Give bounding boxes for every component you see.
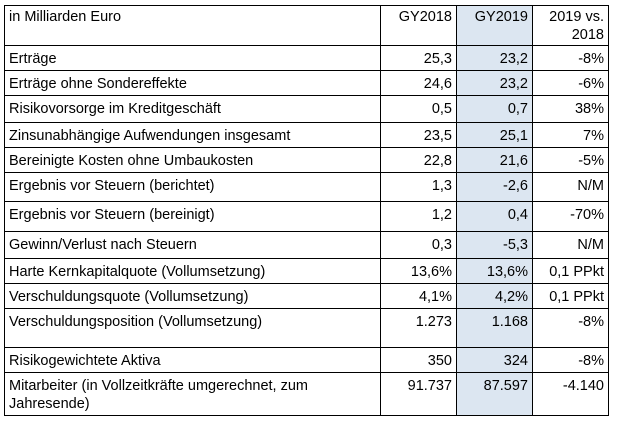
table-row: Erträge ohne Sondereffekte 24,6 23,2 -6% <box>4 70 609 96</box>
row-label: Verschuldungsquote (Vollumsetzung) <box>4 283 381 309</box>
header-gy2018: GY2018 <box>380 5 457 46</box>
row-label: Erträge <box>4 45 381 71</box>
value-2018: 1,3 <box>380 172 457 202</box>
table-row: Mitarbeiter (in Vollzeitkräfte umgerechn… <box>4 372 609 416</box>
value-2019: 87.597 <box>456 372 533 416</box>
value-2018: 23,5 <box>380 122 457 148</box>
value-2019: 13,6% <box>456 258 533 284</box>
header-label: in Milliarden Euro <box>4 5 381 46</box>
table-row: Verschuldungsquote (Vollumsetzung) 4,1% … <box>4 283 609 309</box>
row-label: Mitarbeiter (in Vollzeitkräfte umgerechn… <box>4 372 381 416</box>
row-label: Risikogewichtete Aktiva <box>4 347 381 373</box>
financial-summary-table: in Milliarden Euro GY2018 GY2019 2019 vs… <box>4 5 609 416</box>
header-row: in Milliarden Euro GY2018 GY2019 2019 vs… <box>4 5 609 46</box>
row-label: Ergebnis vor Steuern (berichtet) <box>4 172 381 202</box>
row-label: Zinsunabhängige Aufwendungen insgesamt <box>4 122 381 148</box>
value-2018: 24,6 <box>380 70 457 96</box>
value-2018: 1,2 <box>380 201 457 232</box>
value-change: 0,1 PPkt <box>532 258 609 284</box>
table-row: Bereinigte Kosten ohne Umbaukosten 22,8 … <box>4 147 609 173</box>
financial-table-wrapper: in Milliarden Euro GY2018 GY2019 2019 vs… <box>4 5 609 416</box>
value-change: 38% <box>532 95 609 123</box>
table-row: Erträge 25,3 23,2 -8% <box>4 45 609 71</box>
value-2018: 350 <box>380 347 457 373</box>
value-2019: 4,2% <box>456 283 533 309</box>
row-label: Ergebnis vor Steuern (bereinigt) <box>4 201 381 232</box>
value-2018: 0,5 <box>380 95 457 123</box>
row-label: Harte Kernkapitalquote (Vollumsetzung) <box>4 258 381 284</box>
value-change: 7% <box>532 122 609 148</box>
value-change: -8% <box>532 347 609 373</box>
row-label: Bereinigte Kosten ohne Umbaukosten <box>4 147 381 173</box>
value-2019: 25,1 <box>456 122 533 148</box>
value-2018: 91.737 <box>380 372 457 416</box>
value-change: N/M <box>532 231 609 259</box>
table-row: Risikogewichtete Aktiva 350 324 -8% <box>4 347 609 373</box>
table-row: Risikovorsorge im Kreditgeschäft 0,5 0,7… <box>4 95 609 123</box>
header-change: 2019 vs. 2018 <box>532 5 609 46</box>
row-label: Gewinn/Verlust nach Steuern <box>4 231 381 259</box>
value-change: -8% <box>532 45 609 71</box>
value-2019: 1.168 <box>456 308 533 348</box>
table-row: Zinsunabhängige Aufwendungen insgesamt 2… <box>4 122 609 148</box>
value-2018: 25,3 <box>380 45 457 71</box>
row-label: Verschuldungsposition (Vollumsetzung) <box>4 308 381 348</box>
value-2019: -2,6 <box>456 172 533 202</box>
value-change: N/M <box>532 172 609 202</box>
row-label: Risikovorsorge im Kreditgeschäft <box>4 95 381 123</box>
value-2019: 23,2 <box>456 70 533 96</box>
value-2018: 22,8 <box>380 147 457 173</box>
value-change: -4.140 <box>532 372 609 416</box>
table-row: Verschuldungsposition (Vollumsetzung) 1.… <box>4 308 609 348</box>
value-change: -8% <box>532 308 609 348</box>
value-change: -6% <box>532 70 609 96</box>
value-2019: 324 <box>456 347 533 373</box>
table-row: Ergebnis vor Steuern (bereinigt) 1,2 0,4… <box>4 201 609 232</box>
header-gy2019: GY2019 <box>456 5 533 46</box>
table-row: Harte Kernkapitalquote (Vollumsetzung) 1… <box>4 258 609 284</box>
value-2018: 13,6% <box>380 258 457 284</box>
value-change: -5% <box>532 147 609 173</box>
value-change: -70% <box>532 201 609 232</box>
value-2019: -5,3 <box>456 231 533 259</box>
value-change: 0,1 PPkt <box>532 283 609 309</box>
table-row: Ergebnis vor Steuern (berichtet) 1,3 -2,… <box>4 172 609 202</box>
value-2018: 0,3 <box>380 231 457 259</box>
value-2018: 1.273 <box>380 308 457 348</box>
value-2019: 0,7 <box>456 95 533 123</box>
value-2018: 4,1% <box>380 283 457 309</box>
row-label: Erträge ohne Sondereffekte <box>4 70 381 96</box>
value-2019: 0,4 <box>456 201 533 232</box>
value-2019: 21,6 <box>456 147 533 173</box>
table-row: Gewinn/Verlust nach Steuern 0,3 -5,3 N/M <box>4 231 609 259</box>
value-2019: 23,2 <box>456 45 533 71</box>
